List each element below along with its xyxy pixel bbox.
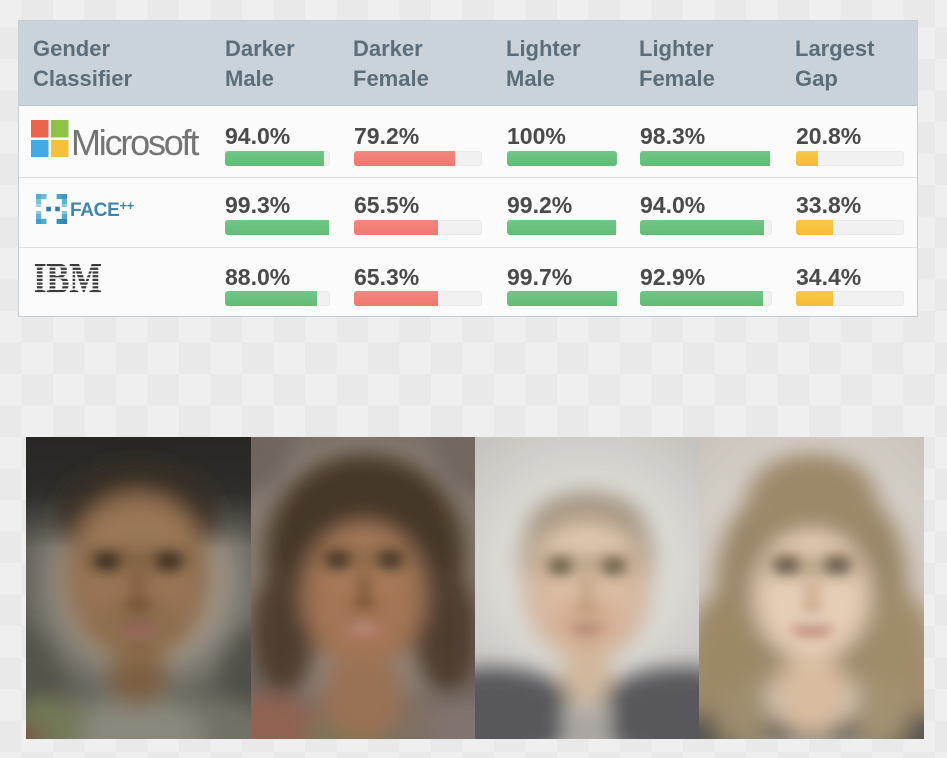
svg-text:IBM: IBM	[35, 264, 101, 293]
